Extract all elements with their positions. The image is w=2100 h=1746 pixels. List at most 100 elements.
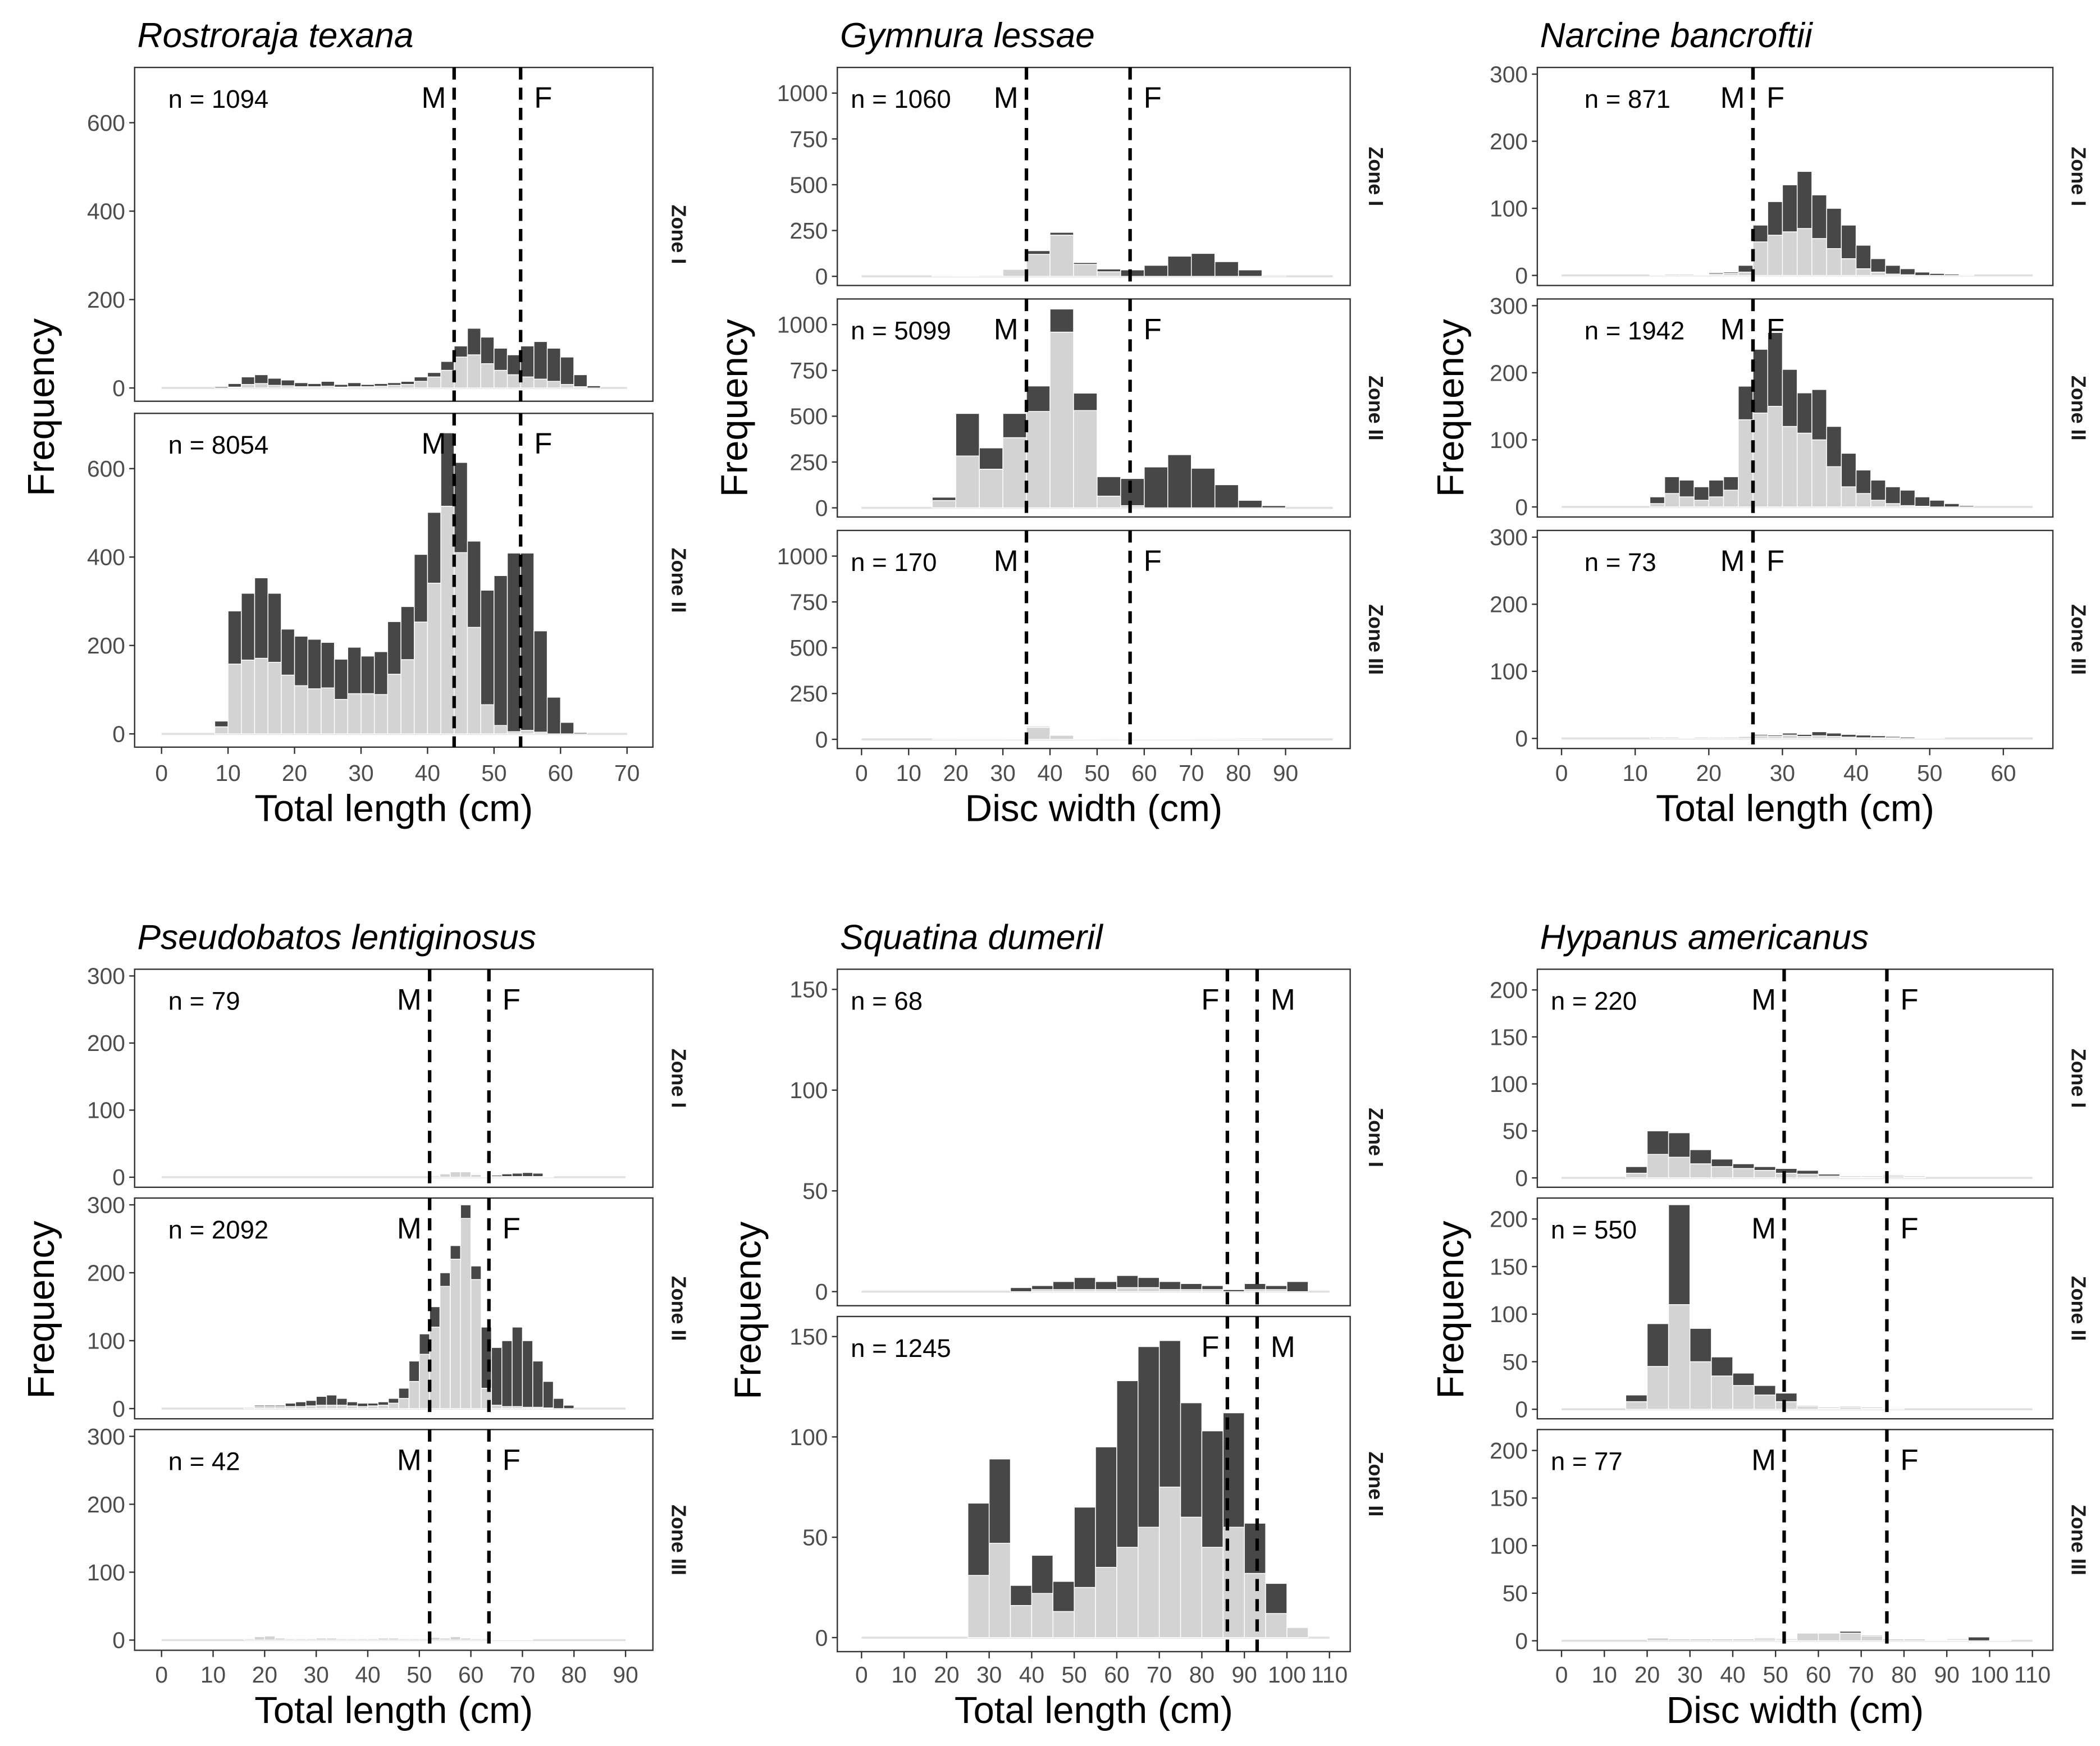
zone-strip-label: Zone I	[1364, 1108, 1387, 1167]
x-axis-label: Disc width (cm)	[965, 788, 1223, 830]
bar-dark	[1708, 479, 1724, 497]
bar-light	[1855, 268, 1871, 276]
bar-light	[1860, 1635, 1883, 1642]
bar-light	[1782, 734, 1798, 739]
bar-dark	[281, 628, 295, 676]
bar-dark	[360, 384, 375, 387]
bar-dark	[533, 630, 548, 733]
bar-dark	[506, 354, 521, 376]
x-tick-label: 70	[614, 760, 640, 786]
bar-dark	[979, 447, 1003, 470]
bar-dark	[1782, 733, 1798, 736]
bar-dark	[454, 461, 468, 554]
bar-dark	[467, 541, 481, 628]
bar-dark	[414, 554, 428, 623]
bar-dark	[1074, 1277, 1096, 1290]
x-tick-label: 100	[1970, 1662, 2008, 1688]
x-tick-label: 0	[155, 1662, 168, 1688]
threshold-label: F	[1144, 81, 1162, 115]
facet-frame	[134, 968, 654, 1188]
bar-dark	[1841, 453, 1857, 487]
bar-dark	[1690, 1328, 1712, 1363]
bar-light	[1775, 1172, 1798, 1178]
bar-light	[460, 1218, 472, 1409]
x-tick-label: 100	[1268, 1662, 1306, 1688]
bar-dark	[1120, 269, 1145, 277]
panel-title: Squatina dumeril	[840, 918, 1104, 957]
y-axis-label: Frequency	[1430, 1221, 1472, 1399]
bar-light	[243, 1638, 255, 1641]
bar-light	[450, 1636, 461, 1641]
bar-dark	[1201, 1285, 1224, 1290]
bar-dark	[491, 1174, 503, 1177]
bar-dark	[1097, 476, 1121, 497]
bar-light	[1625, 1401, 1648, 1410]
bar-dark	[494, 348, 508, 371]
bar-dark	[334, 384, 349, 388]
bar-light	[1244, 1573, 1266, 1638]
bar-dark	[1191, 468, 1216, 509]
bar-light	[1097, 271, 1121, 277]
zone-facet: 0 100 200 300 n = 79 M F Zone I	[87, 963, 690, 1191]
bar-dark	[281, 380, 295, 386]
bar-dark	[400, 381, 415, 385]
bar-light	[1732, 1168, 1755, 1178]
bar-dark	[1116, 1380, 1139, 1548]
sample-size-label: n = 1094	[168, 85, 269, 113]
bar-dark	[1738, 386, 1754, 420]
bar-light	[398, 1398, 410, 1409]
bar-dark	[307, 638, 322, 689]
facet-frame	[1536, 1429, 2054, 1651]
bar-dark	[1885, 264, 1901, 275]
bar-dark	[387, 1398, 399, 1404]
bar-light	[264, 1635, 276, 1641]
bar-light	[1754, 1395, 1776, 1410]
bar-light	[506, 374, 521, 388]
bar-dark	[1052, 1581, 1075, 1612]
bar-light	[1841, 258, 1857, 276]
bar-dark	[546, 348, 561, 382]
bar-light	[454, 356, 468, 388]
bar-dark	[346, 1401, 358, 1406]
x-tick-label: 30	[976, 1662, 1002, 1688]
facet-frame	[134, 1429, 654, 1651]
x-tick-label: 40	[1720, 1662, 1745, 1688]
threshold-label: M	[397, 1212, 422, 1245]
bar-light	[1903, 1638, 1926, 1642]
y-tick-label: 500	[789, 172, 828, 198]
bar-light	[480, 704, 495, 734]
bar-light	[491, 1405, 503, 1409]
bar-light	[316, 1405, 327, 1409]
bar-dark	[1049, 232, 1074, 236]
bar-dark	[1238, 269, 1263, 277]
bar-light	[1097, 495, 1121, 509]
y-tick-label: 0	[1515, 1397, 1528, 1423]
zone-strip-label: Zone II	[667, 1276, 690, 1341]
x-tick-label: 10	[215, 760, 240, 786]
y-axis-label: Frequency	[20, 1221, 62, 1399]
x-tick-label: 40	[355, 1662, 380, 1688]
bar-light	[285, 1638, 296, 1641]
bar-dark	[254, 374, 268, 384]
x-tick-label: 110	[2014, 1662, 2051, 1688]
bar-light	[400, 384, 415, 388]
bar-dark	[1010, 1287, 1033, 1292]
bar-dark	[1841, 734, 1857, 738]
zone-strip-label: Zone III	[2067, 1505, 2090, 1575]
bar-dark	[214, 386, 229, 388]
bar-dark	[357, 1402, 368, 1407]
bar-dark	[1649, 273, 1665, 276]
zone-strip-label: Zone I	[1364, 147, 1387, 206]
panel-title: Pseudobatos lentiginosus	[138, 918, 536, 957]
y-tick-label: 200	[87, 1260, 125, 1286]
bar-light	[1002, 738, 1027, 740]
sample-size-label: n = 68	[851, 986, 923, 1015]
bar-light	[267, 661, 282, 734]
threshold-label: M	[1720, 81, 1745, 115]
bar-dark	[254, 1405, 266, 1407]
bar-dark	[1201, 1430, 1224, 1548]
bar-dark	[1711, 1158, 1733, 1167]
bar-dark	[1191, 253, 1216, 277]
zone-strip-label: Zone II	[2067, 1276, 2090, 1341]
